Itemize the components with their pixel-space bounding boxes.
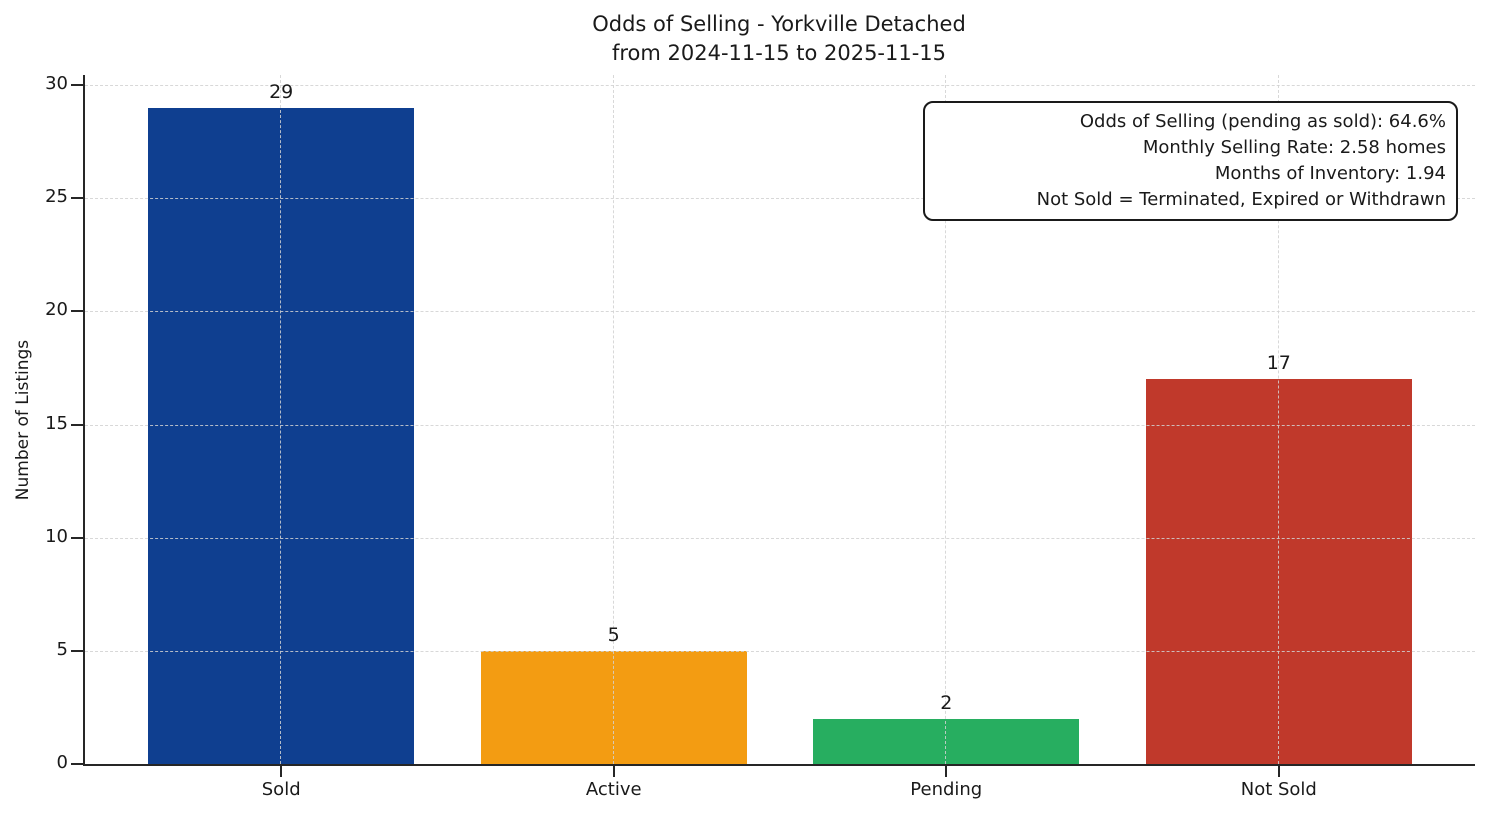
x-tick-label-active: Active	[585, 779, 642, 800]
bar-active	[480, 650, 747, 764]
chart-title: Odds of Selling - Yorkville Detached	[592, 12, 966, 36]
y-tick-label-30: 30	[45, 73, 68, 95]
annotation-line-3: Months of Inventory: 1.94	[1214, 163, 1446, 184]
annotation-line-2: Monthly Selling Rate: 2.58 homes	[1142, 137, 1446, 158]
y-tick-mark-10	[71, 536, 83, 539]
x-tick-mark-pending	[945, 766, 948, 777]
stats-annotation-box: Odds of Selling (pending as sold): 64.6%…	[923, 101, 1458, 221]
x-tick-mark-not-sold	[1277, 766, 1280, 777]
annotation-line-4: Not Sold = Terminated, Expired or Withdr…	[1036, 189, 1446, 210]
annotation-line-1: Odds of Selling (pending as sold): 64.6%	[1079, 111, 1446, 132]
x-tick-label-sold: Sold	[261, 779, 301, 800]
x-tick-label-not-sold: Not Sold	[1240, 779, 1317, 800]
bar-sold	[148, 107, 415, 764]
x-tick-mark-active	[612, 766, 615, 777]
y-tick-label-10: 10	[45, 525, 68, 547]
y-tick-mark-5	[71, 649, 83, 652]
x-tick-label-pending: Pending	[910, 779, 983, 800]
y-tick-label-20: 20	[45, 299, 68, 321]
bar-value-label-active: 5	[607, 623, 620, 646]
bar-pending	[813, 718, 1080, 764]
y-tick-mark-0	[71, 763, 83, 765]
y-tick-label-5: 5	[56, 638, 68, 660]
bar-value-label-not-sold: 17	[1266, 352, 1291, 375]
x-tick-mark-sold	[280, 766, 283, 777]
plot-area	[83, 75, 1475, 766]
bar-not-sold	[1145, 379, 1412, 764]
bar-value-label-sold: 29	[269, 80, 294, 103]
chart-title-block: Odds of Selling - Yorkville Detached fro…	[83, 10, 1475, 68]
y-tick-label-15: 15	[45, 412, 68, 434]
y-tick-mark-25	[71, 197, 83, 200]
chart-subtitle: from 2024-11-15 to 2025-11-15	[611, 41, 947, 65]
y-tick-label-25: 25	[45, 186, 68, 208]
y-tick-mark-20	[71, 310, 83, 313]
y-tick-label-0: 0	[56, 752, 68, 773]
bar-value-label-pending: 2	[940, 691, 953, 714]
y-tick-mark-15	[71, 423, 83, 426]
y-tick-mark-30	[71, 84, 83, 87]
